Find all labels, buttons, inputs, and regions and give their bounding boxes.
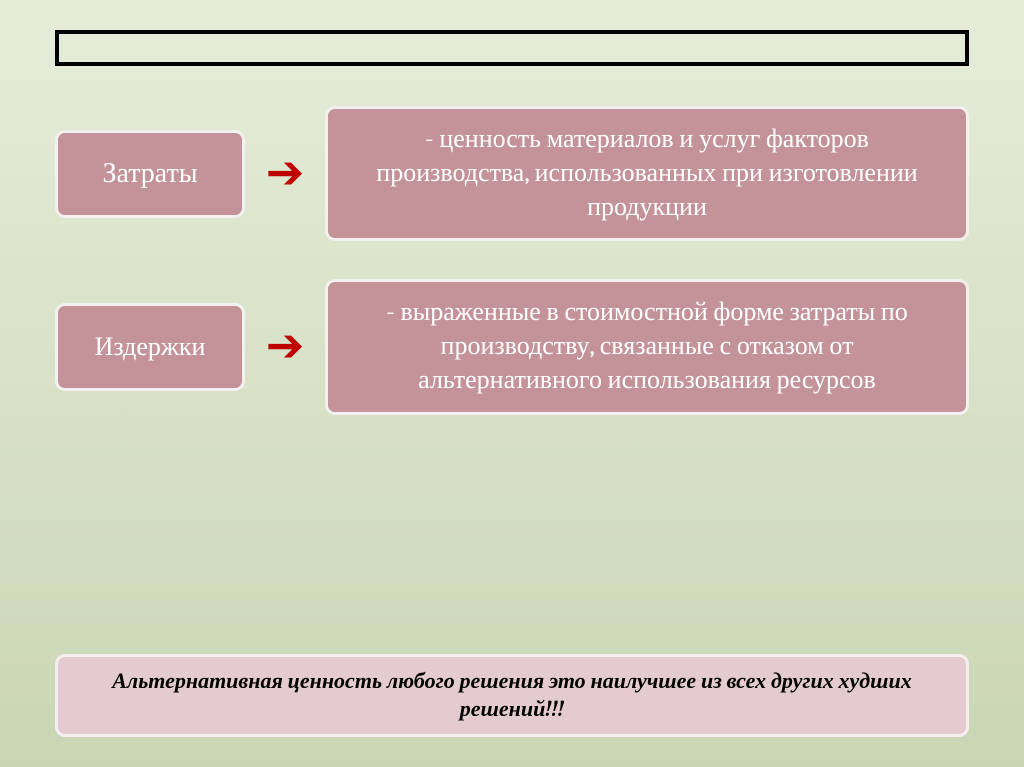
title-box bbox=[55, 30, 969, 66]
label-costs: Затраты bbox=[55, 130, 245, 218]
arrow-expenses-wrap: ➔ bbox=[255, 324, 315, 370]
row-expenses: Издержки ➔ - выраженные в стоимостной фо… bbox=[55, 279, 969, 414]
footer-box: Альтернативная ценность любого решения э… bbox=[55, 654, 969, 737]
arrow-right-icon: ➔ bbox=[266, 324, 305, 370]
desc-expenses: - выраженные в стоимостной форме затраты… bbox=[325, 279, 969, 414]
arrow-right-icon: ➔ bbox=[266, 151, 305, 197]
desc-costs: - ценность материалов и услуг факторов п… bbox=[325, 106, 969, 241]
row-costs: Затраты ➔ - ценность материалов и услуг … bbox=[55, 106, 969, 241]
arrow-costs-wrap: ➔ bbox=[255, 151, 315, 197]
label-expenses: Издержки bbox=[55, 303, 245, 391]
slide: Затраты ➔ - ценность материалов и услуг … bbox=[0, 0, 1024, 767]
